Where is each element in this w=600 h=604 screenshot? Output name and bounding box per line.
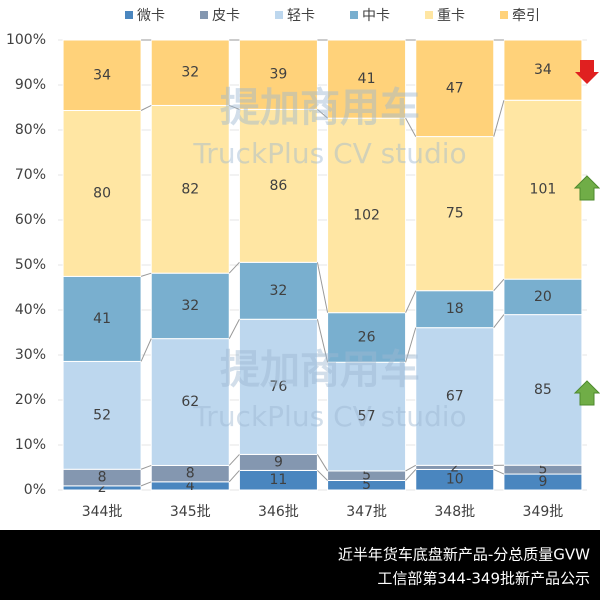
y-tick-label: 30% — [15, 347, 46, 363]
data-label: 34 — [93, 67, 111, 83]
watermark: TruckPlus CV studio — [192, 400, 466, 433]
series-connector — [141, 105, 151, 110]
y-tick-label: 20% — [15, 392, 46, 408]
legend-label: 重卡 — [437, 8, 465, 24]
series-connector — [317, 454, 327, 471]
data-label: 75 — [446, 206, 464, 222]
data-label: 8 — [186, 466, 195, 482]
legend-label: 轻卡 — [287, 8, 315, 24]
watermark: TruckPlus CV studio — [192, 137, 466, 170]
series-connector — [141, 273, 151, 276]
data-label: 9 — [274, 454, 283, 470]
watermark: 提加商用车 — [220, 347, 420, 393]
series-connector — [406, 291, 416, 313]
legend-label: 中卡 — [362, 8, 390, 24]
legend-swatch — [350, 11, 358, 19]
y-tick-label: 40% — [15, 302, 46, 318]
data-label: 8 — [98, 470, 107, 486]
series-connector — [494, 469, 504, 474]
legend-swatch — [275, 11, 283, 19]
series-connector — [141, 482, 151, 486]
data-label: 39 — [270, 67, 288, 83]
footer-line: 工信部第344-349批新产品公示 — [377, 570, 590, 588]
series-connector — [229, 470, 239, 481]
data-label: 34 — [534, 62, 552, 78]
data-label: 26 — [358, 329, 376, 345]
data-label: 47 — [446, 80, 464, 96]
data-label: 41 — [93, 311, 111, 327]
x-tick-label: 348批 — [434, 504, 475, 520]
data-label: 32 — [181, 65, 199, 81]
data-label: 80 — [93, 185, 111, 201]
y-tick-label: 50% — [15, 257, 46, 273]
x-tick-label: 349批 — [523, 504, 564, 520]
legend-swatch — [500, 11, 508, 19]
series-connector — [406, 469, 416, 480]
legend-swatch — [125, 11, 133, 19]
series-connector — [494, 279, 504, 291]
x-tick-label: 346批 — [258, 504, 299, 520]
y-tick-label: 90% — [15, 77, 46, 93]
data-label: 11 — [270, 472, 288, 488]
y-tick-label: 70% — [15, 167, 46, 183]
series-connector — [494, 315, 504, 328]
watermark: 提加商用车 — [220, 85, 420, 131]
footer-line: 近半年货车底盘新产品-分总质量GVW — [338, 546, 590, 564]
y-tick-label: 10% — [15, 437, 46, 453]
series-connector — [406, 465, 416, 471]
y-tick-label: 100% — [6, 32, 46, 48]
legend-label: 皮卡 — [212, 8, 240, 24]
y-tick-label: 80% — [15, 122, 46, 138]
series-connector — [317, 262, 327, 312]
x-tick-label: 345批 — [170, 504, 211, 520]
x-tick-label: 347批 — [346, 504, 387, 520]
series-connector — [229, 319, 239, 338]
series-connector — [229, 262, 239, 273]
y-tick-label: 0% — [24, 482, 46, 498]
legend-swatch — [425, 11, 433, 19]
y-tick-label: 60% — [15, 212, 46, 228]
series-connector — [317, 470, 327, 480]
x-tick-label: 344批 — [82, 504, 123, 520]
data-label: 85 — [534, 382, 552, 398]
legend-label: 微卡 — [137, 8, 165, 24]
series-connector — [494, 100, 504, 136]
footer-band — [0, 530, 600, 600]
data-label: 32 — [181, 298, 199, 314]
data-label: 52 — [93, 407, 111, 423]
series-connector — [229, 454, 239, 465]
legend-label: 牵引 — [512, 8, 540, 24]
series-connector — [141, 465, 151, 469]
data-label: 32 — [270, 283, 288, 299]
data-label: 82 — [181, 181, 199, 197]
data-label: 86 — [270, 178, 288, 194]
series-connector — [141, 339, 151, 362]
data-label: 20 — [534, 289, 552, 305]
data-label: 18 — [446, 301, 464, 317]
data-label: 101 — [530, 182, 557, 198]
data-label: 102 — [353, 207, 380, 223]
legend-swatch — [200, 11, 208, 19]
